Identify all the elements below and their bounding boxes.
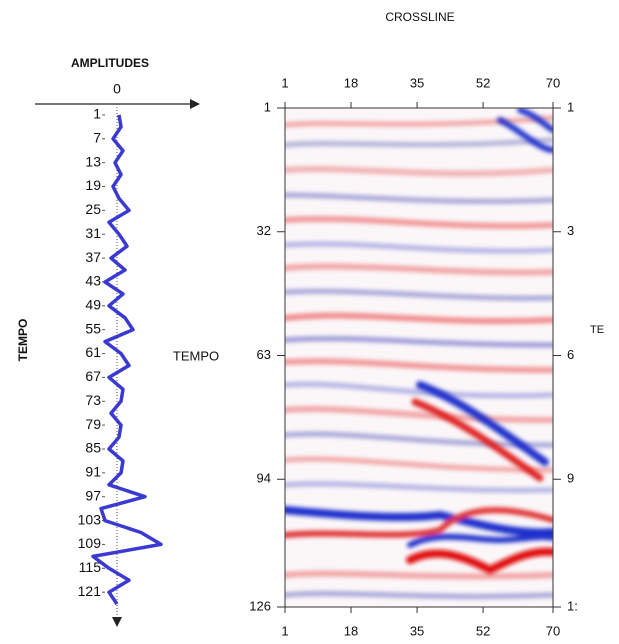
plot-frame [284, 107, 554, 608]
section-title: CROSSLINE [385, 10, 454, 24]
axis-arrow [190, 99, 200, 109]
y-tick-label: 7 [93, 129, 101, 145]
axis-arrow [112, 617, 122, 627]
x-tick-label: 0 [113, 81, 121, 97]
seismic-image [285, 108, 553, 607]
y2-tick-label: 9 [567, 471, 574, 486]
y-tick-label: 1 [264, 99, 271, 114]
y-tick-label: 109 [78, 535, 102, 551]
x-tick-label: 52 [476, 623, 490, 638]
y-tick-label: 31 [85, 225, 101, 241]
y-tick-label: 121 [78, 583, 102, 599]
y-tick-label: 85 [85, 440, 101, 456]
y-tick-label: 103 [78, 511, 102, 527]
section-y-label: TEMPO [173, 348, 219, 363]
trace-line [91, 114, 163, 606]
x-tick-label: 1 [281, 623, 288, 638]
y-tick-label: 37 [85, 249, 101, 265]
y-tick-label: 43 [85, 273, 101, 289]
y-tick-label: 19 [85, 177, 101, 193]
x-tick-label: 52 [476, 75, 490, 90]
x-tick-label: 70 [546, 623, 560, 638]
y-tick-label: 67 [85, 368, 101, 384]
y2-tick-label: 1 [567, 99, 574, 114]
x-tick-label: 35 [410, 623, 424, 638]
x-tick-label: 35 [410, 75, 424, 90]
y-tick-label: 126 [249, 598, 271, 613]
y2-tick-label: 6 [567, 347, 574, 362]
y-tick-label: 49 [85, 297, 101, 313]
x-tick-label: 18 [344, 75, 358, 90]
y2-tick-label: 3 [567, 223, 574, 238]
y-tick-label: 97 [85, 487, 101, 503]
y-tick-label: 94 [257, 471, 271, 486]
y-tick-label: 25 [85, 201, 101, 217]
y-tick-label: 79 [85, 416, 101, 432]
x-tick-label: 18 [344, 623, 358, 638]
y-tick-label: 61 [85, 344, 101, 360]
y-tick-label: 63 [257, 347, 271, 362]
y-tick-label: 91 [85, 464, 101, 480]
y-tick-label: 1 [93, 106, 101, 122]
trace-title: AMPLITUDES [71, 56, 149, 70]
y-tick-label: 115 [79, 559, 102, 575]
trace-y-label: TEMPO [16, 319, 30, 362]
y-tick-label: 13 [85, 153, 101, 169]
x-tick-label: 70 [546, 75, 560, 90]
section-y2-label: TE [590, 324, 604, 336]
y-tick-label: 55 [85, 320, 101, 336]
y2-tick-label: 1: [567, 598, 578, 613]
y-tick-label: 73 [85, 392, 101, 408]
y-tick-label: 32 [257, 223, 271, 238]
x-tick-label: 1 [281, 75, 288, 90]
